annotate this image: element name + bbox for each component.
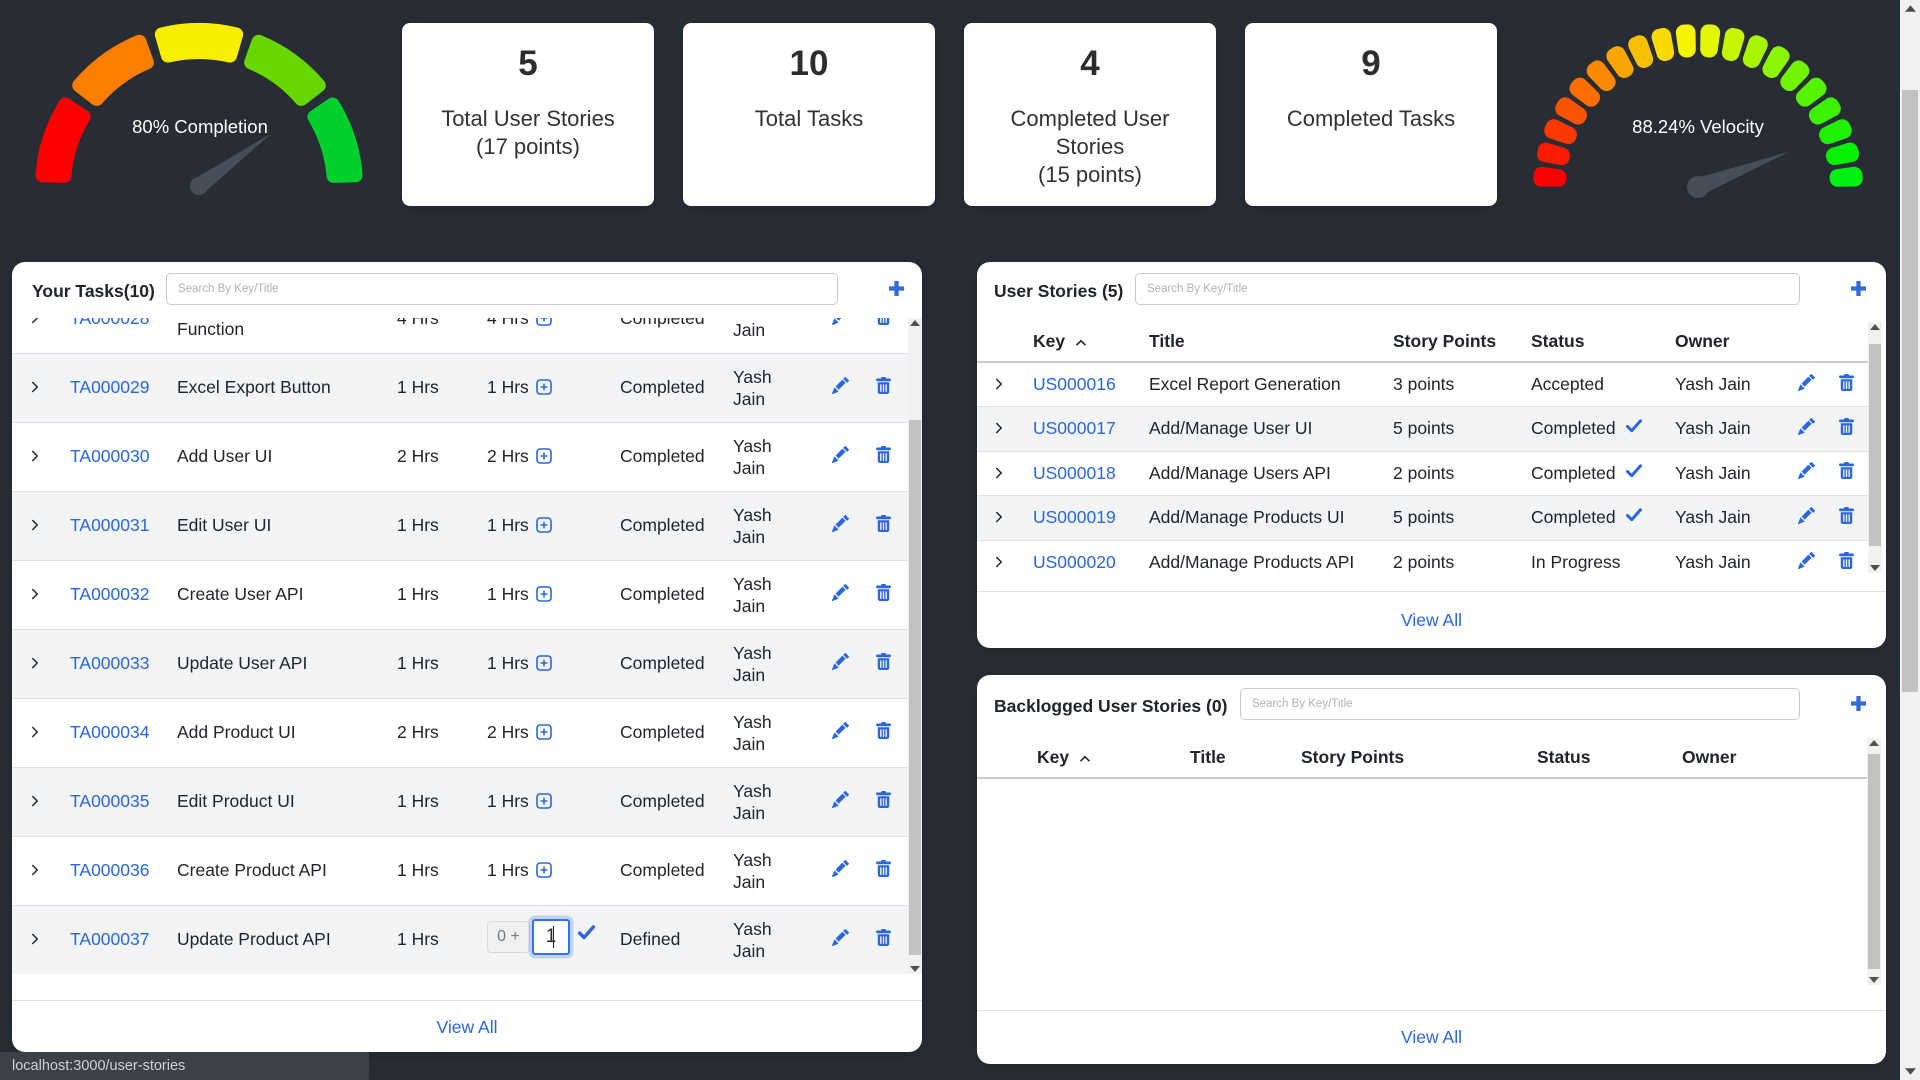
svg-text:88.24% Velocity: 88.24% Velocity [1632,116,1764,137]
svg-text:80% Completion: 80% Completion [132,116,268,137]
